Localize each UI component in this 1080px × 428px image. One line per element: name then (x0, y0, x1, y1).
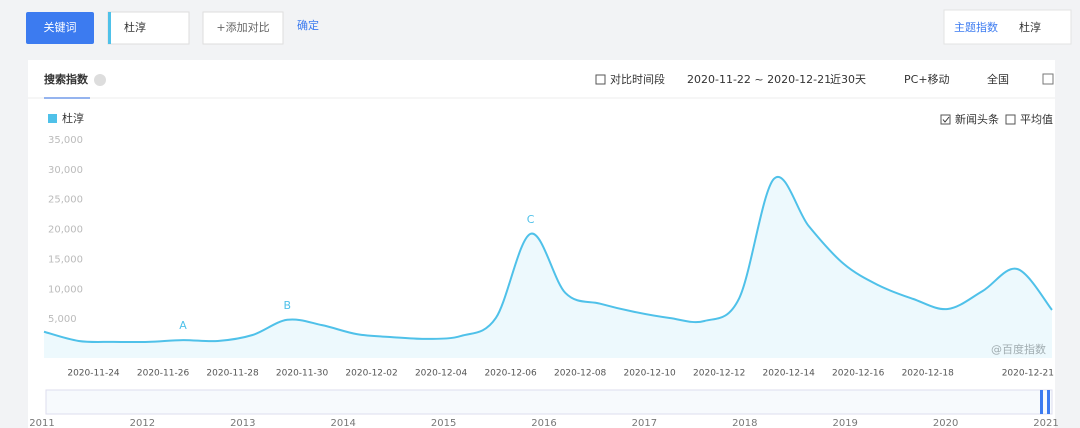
y-tick-label: 35,000 (48, 135, 83, 146)
timeline-year: 2021 (1033, 418, 1058, 428)
keyword-button-text[interactable]: 关键词 (44, 20, 77, 34)
y-tick-label: 15,000 (48, 254, 83, 265)
average[interactable]: 平均值 (1020, 113, 1053, 126)
timeline-handle[interactable] (1047, 390, 1050, 414)
x-tick-label: 2020-12-06 (484, 369, 537, 379)
x-tick-label: 2020-12-10 (623, 369, 676, 379)
date-range[interactable]: 2020-11-22 ~ 2020-12-21 (687, 73, 831, 86)
input-accent (108, 12, 111, 44)
timeline-handle[interactable] (1040, 390, 1043, 414)
line (43, 175, 1053, 344)
topic-name[interactable]: 杜淳 (1019, 20, 1041, 34)
timeline-year: 2012 (130, 418, 155, 428)
topic-index[interactable]: 主题指数 (954, 20, 998, 34)
annotation: C (527, 213, 535, 226)
timeline-year: 2013 (230, 418, 255, 428)
help-icon[interactable] (94, 74, 106, 86)
timeline-track[interactable] (45, 389, 1053, 415)
timeline-year: 2016 (531, 418, 556, 428)
timeline-year: 2011 (29, 418, 54, 428)
x-tick-label: 2020-12-18 (902, 369, 955, 379)
add-compare[interactable] (202, 11, 284, 45)
x-tick-label: 2020-12-04 (415, 369, 468, 379)
timeline-year: 2015 (431, 418, 456, 428)
watermark: @百度指数 (991, 342, 1046, 356)
y-tick-label: 30,000 (48, 165, 83, 176)
y-tick-label: 5,000 (48, 314, 77, 325)
x-tick-label: 2020-12-16 (832, 369, 885, 379)
timeline-year: 2020 (933, 418, 958, 428)
topic-box (943, 9, 1072, 45)
compare-period[interactable]: 对比时间段 (610, 72, 665, 86)
export-icon[interactable] (1042, 73, 1054, 85)
annotation: A (179, 319, 187, 332)
x-tick-label: 2020-11-30 (276, 369, 329, 379)
confirm[interactable]: 确定 (297, 18, 319, 32)
x-tick-label: 2020-11-24 (67, 369, 120, 379)
checkbox[interactable] (595, 74, 606, 85)
region[interactable]: 全国 (987, 72, 1009, 86)
legend-swatch (48, 114, 57, 123)
keyword-input-text[interactable]: 杜淳 (124, 20, 146, 34)
keyword-button[interactable] (26, 12, 94, 44)
x-tick-label: 2020-11-28 (206, 369, 259, 379)
timeline-year: 2017 (632, 418, 657, 428)
annotation: B (284, 299, 292, 312)
area (44, 176, 1052, 358)
y-tick-label: 25,000 (48, 195, 83, 206)
news-headline[interactable]: 新闻头条 (955, 112, 999, 126)
device[interactable]: PC+移动 (904, 73, 950, 86)
x-tick-label: 2020-12-02 (345, 369, 397, 379)
checkbox[interactable] (1005, 114, 1016, 125)
check (942, 116, 950, 123)
timeline-year: 2018 (732, 418, 757, 428)
add-compare-text[interactable]: +添加对比 (216, 20, 269, 34)
x-tick-label: 2020-12-12 (693, 369, 745, 379)
x-tick-label: 2020-12-14 (763, 369, 816, 379)
timeline-year: 2014 (330, 418, 355, 428)
y-tick-label: 20,000 (48, 225, 83, 236)
tab[interactable]: 搜索指数 (44, 72, 89, 86)
x-tick-label: 2020-12-21 (1002, 369, 1054, 379)
keyword-input[interactable] (107, 11, 190, 45)
period[interactable]: 近30天 (830, 73, 866, 86)
legend-label[interactable]: 杜淳 (62, 111, 84, 125)
timeline-year: 2019 (832, 418, 857, 428)
x-tick-label: 2020-12-08 (554, 369, 607, 379)
x-tick-label: 2020-11-26 (137, 369, 190, 379)
y-tick-label: 10,000 (48, 284, 83, 295)
checkbox[interactable] (940, 114, 951, 125)
